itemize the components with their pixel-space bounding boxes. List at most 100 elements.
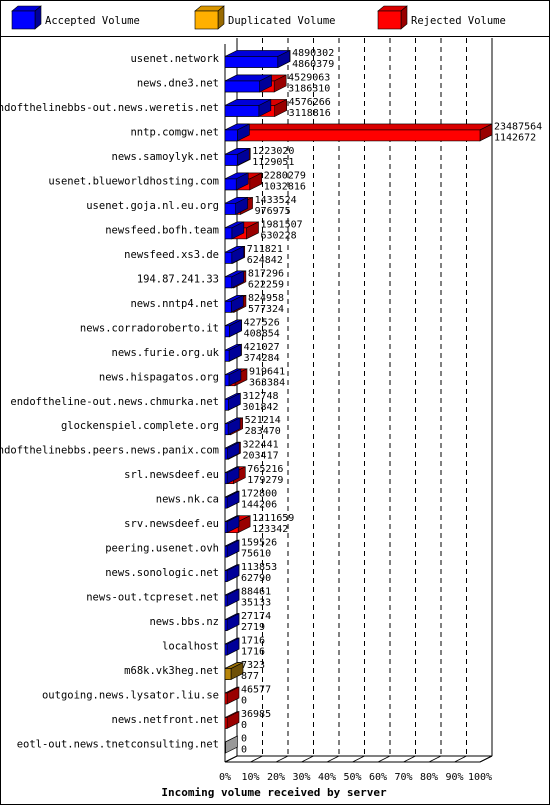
bar-accepted [224,123,250,142]
value-accepted: 75610 [241,549,271,560]
floor-tick [454,755,467,763]
bar-rejected [224,123,493,142]
floor-tick [352,755,365,763]
legend-label: Accepted Volume [45,15,140,27]
category-label: news.corradoroberto.it [80,322,219,334]
bar-accepted [224,98,272,117]
category-label: news.furie.org.uk [112,347,220,359]
value-total: 27174 [241,611,271,622]
value-accepted: 62790 [241,573,271,584]
category-label: m68k.vk3heg.net [124,665,219,677]
x-tick-label: 30% [292,772,310,783]
x-tick-label: 80% [420,772,438,783]
category-label: news.hispagatos.org [99,371,219,383]
value-total: 312748 [242,391,278,402]
value-total: 0 [241,734,247,745]
category-label: srv.newsdeef.eu [124,518,219,530]
value-accepted: 877 [241,671,259,682]
x-tick-label: 10% [241,772,259,783]
floor-tick [428,755,442,763]
category-label: endofthelinebbs-out.news.weretis.net [0,102,219,114]
category-label: nntp.comgw.net [130,126,219,138]
category-label: 194.87.241.33 [137,273,219,285]
value-total: 1223020 [252,146,294,157]
value-total: 88461 [241,587,271,598]
floor-tick [377,755,391,763]
category-label: news.nntp4.net [130,298,219,310]
value-total: 23487564 [494,121,542,132]
bar-accepted [224,392,241,411]
value-total: 172800 [241,489,277,500]
value-total: 46577 [241,685,271,696]
value-accepted: 301842 [242,402,278,413]
value-total: 521214 [245,415,281,426]
x-axis-label: Incoming volume received by server [161,786,387,799]
value-accepted: 2719 [241,622,265,633]
value-accepted: 622259 [248,279,284,290]
x-tick-label: 100% [468,772,492,783]
value-total: 159526 [241,538,277,549]
category-label: outgoing.news.lysator.liu.se [42,690,219,702]
category-label: news.bbs.nz [149,616,219,628]
value-accepted: 408854 [244,328,280,339]
floor-tick [275,755,289,763]
value-total: 4890302 [292,48,334,59]
value-total: 1433524 [255,195,297,206]
value-accepted: 0 [241,720,247,731]
legend-swatch-duplicated-volume [194,5,225,30]
category-label: newsfeed.xs3.de [124,249,219,261]
value-total: 113853 [241,562,277,573]
value-accepted: 624842 [247,255,283,266]
bar-accepted [224,245,245,264]
value-total: 427526 [244,317,280,328]
category-label: news.netfront.net [112,714,219,726]
value-accepted: 363384 [249,377,285,388]
value-accepted: 4860379 [292,59,334,70]
value-total: 1716 [241,636,265,647]
bar-accepted [224,368,242,387]
bar-accepted [224,319,242,338]
legend-label: Duplicated Volume [228,15,335,27]
floor-tick [479,755,493,763]
bars [224,50,493,754]
bar-accepted [224,466,240,485]
value-accepted: 35133 [241,598,271,609]
category-label: endoftheline-out.news.chmurka.net [10,396,219,408]
value-accepted: 3186310 [288,83,330,94]
category-label: glockenspiel.complete.org [61,420,219,432]
value-accepted: 203417 [243,451,279,462]
value-accepted: 283470 [245,426,281,437]
value-total: 322441 [243,440,279,451]
bar-duplicated-mix [224,662,244,681]
floor-tick [403,755,416,763]
bar-accepted [224,270,245,289]
value-accepted: 0 [241,696,247,707]
value-total: 1981507 [261,219,303,230]
category-label: localhost [162,641,219,653]
bar-accepted [224,490,240,509]
x-axis-ticks: 0% 10% 20% 30% 40% 50% 60% 70% 80% 90% 100% [219,772,492,783]
plot-area [224,38,493,763]
category-label: news.dne3.net [137,77,219,89]
bar-accepted [224,50,291,68]
category-label: endofthelinebbs.peers.news.panix.com [0,445,219,457]
bar-accepted [224,637,240,656]
value-total: 919641 [249,366,285,377]
bar-accepted [224,196,248,215]
bar-accepted [224,343,242,362]
bar-accepted [224,613,240,632]
bar-accepted [224,441,240,460]
legend-swatch-accepted-volume [11,5,42,30]
bar-empty [224,735,238,754]
x-tick-label: 90% [445,772,463,783]
value-accepted: 144206 [241,500,277,511]
value-total: 421027 [244,342,280,353]
category-label: peering.usenet.ovh [105,543,219,555]
bar-rejected [224,711,240,730]
value-accepted: 1032816 [264,181,306,192]
x-tick-label: 20% [267,772,285,783]
value-total: 4576266 [289,97,331,108]
value-accepted: 179279 [247,475,283,486]
